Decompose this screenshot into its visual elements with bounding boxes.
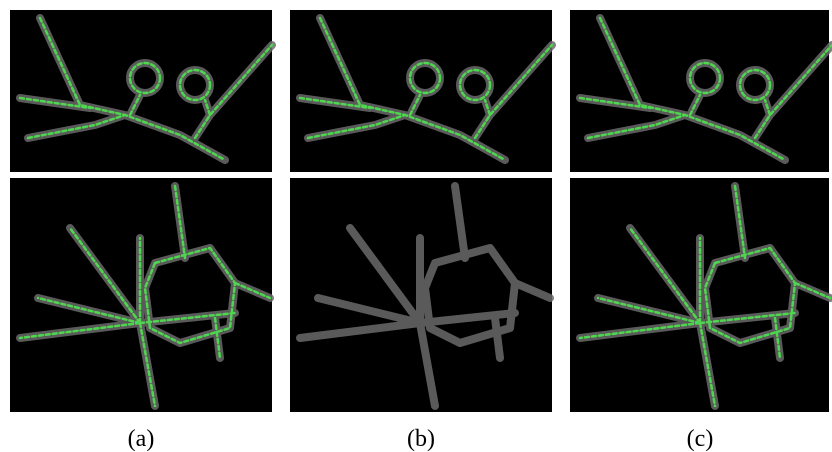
panel-b-top [290, 10, 552, 172]
panel-b-bottom [290, 178, 552, 412]
caption: (b) [407, 426, 435, 452]
panel-c-bottom [570, 178, 830, 412]
caption: (c) [687, 426, 714, 452]
caption: (a) [128, 426, 155, 452]
panel-a-bottom [10, 178, 272, 412]
figure: (a) (b) (c) [0, 0, 832, 452]
panel-a-top [10, 10, 272, 172]
panel-c-top [570, 10, 832, 172]
